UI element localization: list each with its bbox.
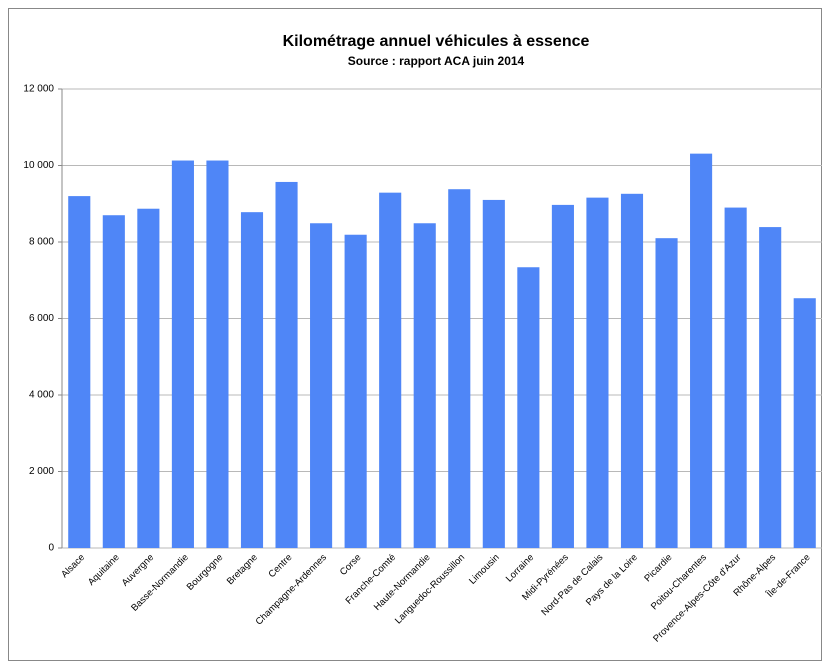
bar [793,298,816,548]
chart-subtitle: Source : rapport ACA juin 2014 [348,54,525,68]
bar [482,199,505,549]
bar [517,267,540,548]
y-tick-label: 0 [48,543,54,554]
bar [102,215,125,548]
bar [310,223,333,548]
y-tick-label: 6 000 [29,313,54,324]
bar [206,160,229,548]
chart-title: Kilométrage annuel véhicules à essence [283,33,590,50]
y-tick-label: 8 000 [29,237,54,248]
bar [690,153,713,548]
bar [137,208,160,548]
bar [724,207,747,548]
y-tick-label: 12 000 [23,84,54,95]
bar [551,204,574,548]
bar [68,196,91,548]
bar [379,192,402,548]
bar [275,181,298,548]
bar [344,234,367,549]
bar [620,193,644,548]
bar [759,227,782,548]
y-tick-label: 10 000 [23,160,54,171]
y-tick-label: 2 000 [29,466,54,477]
bar [586,197,609,548]
bar [413,223,436,548]
bar [240,212,264,549]
bar [171,160,194,548]
bar [448,189,471,548]
bar [655,238,678,549]
y-tick-label: 4 000 [29,390,54,401]
